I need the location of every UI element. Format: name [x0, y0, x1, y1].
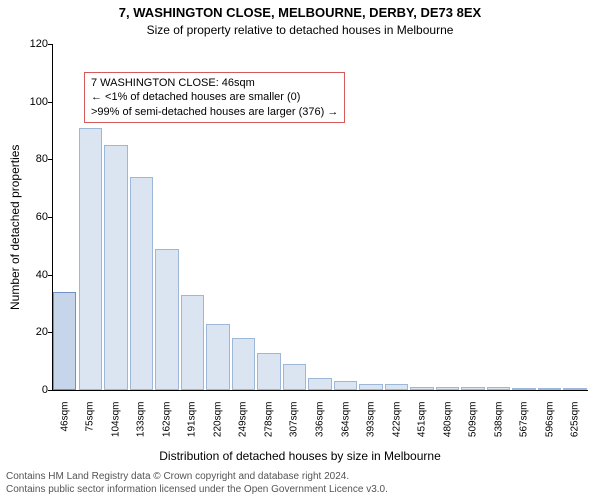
chart-bar	[104, 145, 127, 390]
x-tick-label: 307sqm	[289, 402, 300, 452]
page-subtitle: Size of property relative to detached ho…	[0, 23, 600, 37]
x-tick-label: 191sqm	[187, 402, 198, 452]
x-tick-label: 75sqm	[85, 402, 96, 452]
y-tick-label: 120	[30, 38, 48, 50]
chart-bar	[232, 338, 255, 390]
chart-bar	[53, 292, 76, 390]
y-tick-label: 100	[30, 96, 48, 108]
x-tick-label: 596sqm	[544, 402, 555, 452]
chart-bar	[155, 249, 178, 390]
chart-bar	[359, 384, 382, 390]
y-tick-label: 80	[36, 153, 48, 165]
chart-bar	[538, 388, 561, 390]
y-tick-mark	[48, 44, 52, 45]
x-tick-label: 422sqm	[391, 402, 402, 452]
chart-bar	[334, 381, 357, 390]
y-tick-label: 60	[36, 211, 48, 223]
footer-attribution: Contains HM Land Registry data © Crown c…	[6, 471, 388, 496]
page-title: 7, WASHINGTON CLOSE, MELBOURNE, DERBY, D…	[0, 5, 600, 20]
footer-line2: Contains public sector information licen…	[6, 484, 388, 497]
y-tick-mark	[48, 102, 52, 103]
x-tick-label: 451sqm	[417, 402, 428, 452]
y-tick-label: 20	[36, 326, 48, 338]
chart-bar	[410, 387, 433, 390]
x-tick-label: 220sqm	[212, 402, 223, 452]
y-tick-mark	[48, 390, 52, 391]
y-axis-label: Number of detached properties	[8, 145, 22, 310]
chart-bar	[206, 324, 229, 390]
annotation-line1: 7 WASHINGTON CLOSE: 46sqm	[91, 76, 338, 90]
annotation-line2: ← <1% of detached houses are smaller (0)	[91, 90, 338, 104]
chart-bar	[487, 387, 510, 390]
chart-bar	[563, 388, 586, 390]
x-tick-label: 625sqm	[570, 402, 581, 452]
x-tick-label: 509sqm	[468, 402, 479, 452]
x-tick-label: 249sqm	[238, 402, 249, 452]
chart-bar	[461, 387, 484, 390]
chart-bar	[436, 387, 459, 390]
x-tick-label: 162sqm	[161, 402, 172, 452]
annotation-line3: >99% of semi-detached houses are larger …	[91, 105, 338, 119]
y-tick-mark	[48, 159, 52, 160]
chart-bar	[385, 384, 408, 390]
chart-bar	[181, 295, 204, 390]
y-tick-mark	[48, 217, 52, 218]
x-tick-label: 278sqm	[263, 402, 274, 452]
x-tick-label: 104sqm	[110, 402, 121, 452]
x-tick-label: 393sqm	[366, 402, 377, 452]
chart-bar	[308, 378, 331, 390]
x-tick-label: 480sqm	[442, 402, 453, 452]
y-tick-label: 40	[36, 269, 48, 281]
y-tick-mark	[48, 332, 52, 333]
chart-bar	[512, 388, 535, 390]
annotation-box: 7 WASHINGTON CLOSE: 46sqm ← <1% of detac…	[84, 72, 345, 123]
x-tick-label: 336sqm	[315, 402, 326, 452]
x-tick-label: 46sqm	[59, 402, 70, 452]
chart-bar	[130, 177, 153, 390]
x-tick-label: 538sqm	[493, 402, 504, 452]
chart-bar	[79, 128, 102, 390]
footer-line1: Contains HM Land Registry data © Crown c…	[6, 471, 388, 484]
x-axis-line	[52, 390, 588, 391]
x-tick-label: 567sqm	[519, 402, 530, 452]
y-tick-mark	[48, 275, 52, 276]
x-tick-label: 364sqm	[340, 402, 351, 452]
chart-bar	[283, 364, 306, 390]
x-tick-label: 133sqm	[136, 402, 147, 452]
chart-bar	[257, 353, 280, 390]
